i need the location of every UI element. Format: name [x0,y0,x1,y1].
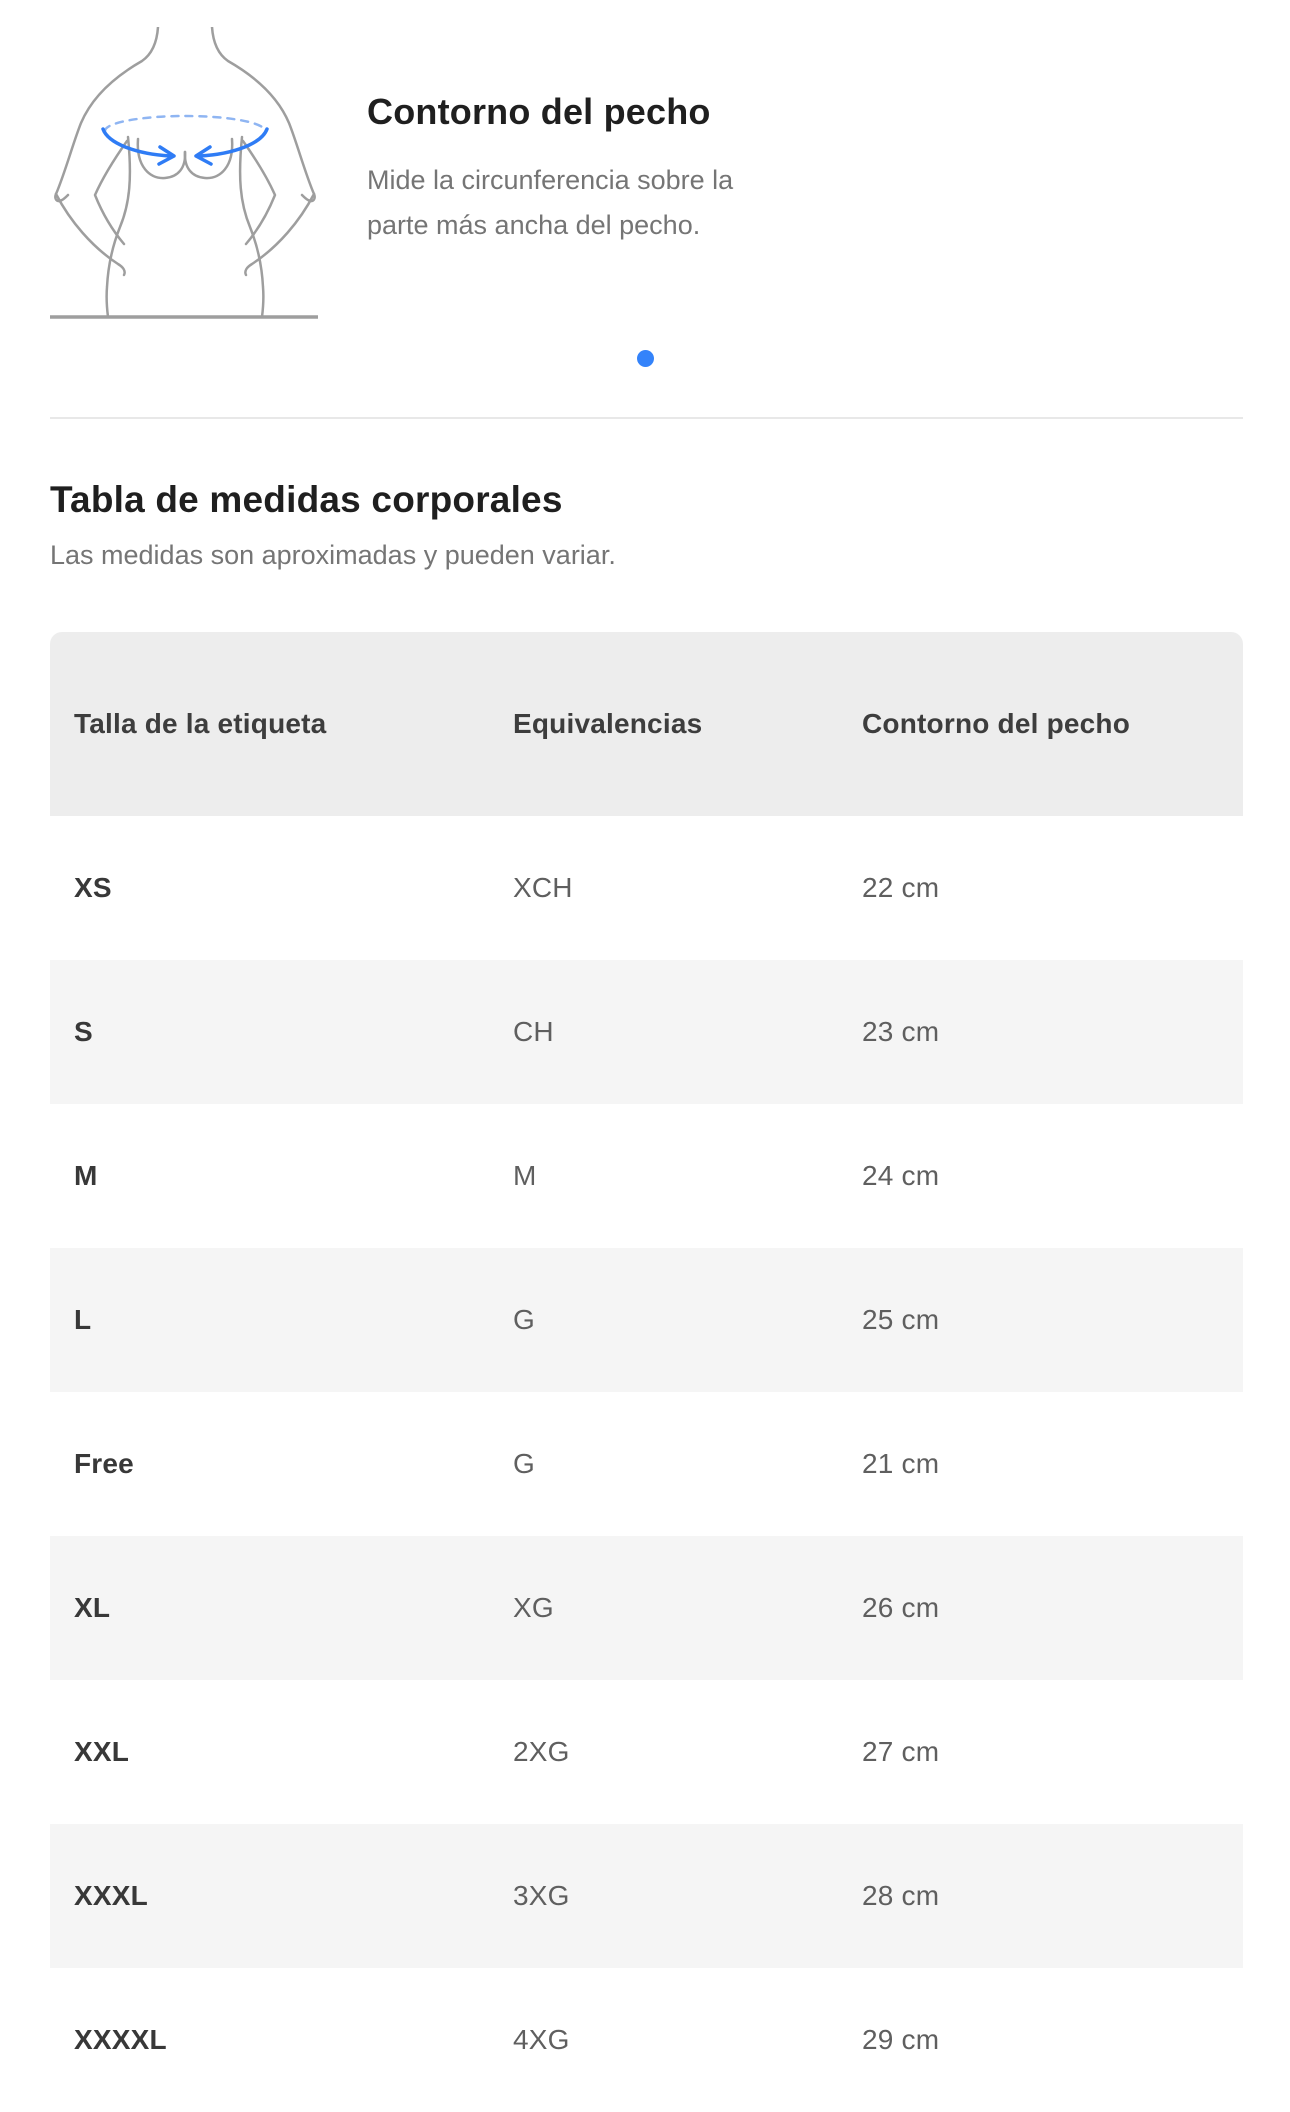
carousel-pagination [0,350,1290,367]
column-header: Contorno del pecho [862,708,1131,739]
size-label: M [74,1160,98,1191]
chest-measure-value: 22 cm [862,872,940,903]
equivalence-value: 2XG [513,1736,570,1767]
size-label: S [74,1016,93,1047]
measure-description-line2: parte más ancha del pecho. [367,210,701,240]
equivalence-value: G [513,1448,535,1479]
equivalence-value: M [513,1160,537,1191]
chest-measure-value: 23 cm [862,1016,940,1047]
equivalence-value: G [513,1304,535,1335]
table-row: XS XCH 22 cm [50,816,1243,960]
chest-measure-value: 21 cm [862,1448,940,1479]
size-label: XXXL [74,1880,148,1911]
measure-explainer-slide: Contorno del pecho Mide la circunferenci… [0,0,1290,320]
size-label: Free [74,1448,134,1479]
body-measures-section-title: Tabla de medidas corporales [50,479,563,520]
measure-title: Contorno del pecho [367,91,711,132]
column-header: Talla de la etiqueta [74,708,327,739]
table-row: M M 24 cm [50,1104,1243,1248]
chest-measure-value: 28 cm [862,1880,940,1911]
table-header-row: Talla de la etiqueta Equivalencias Contorn… [50,632,1243,816]
table-row: S CH 23 cm [50,960,1243,1104]
size-label: XXL [74,1736,130,1767]
chest-measure-value: 26 cm [862,1592,940,1623]
table-row: XL XG 26 cm [50,1536,1243,1680]
chest-measure-value: 25 cm [862,1304,940,1335]
table-body: XS XCH 22 cm S CH 23 cm M M 24 cm L G 25 cm Free G 21 … [50,816,1243,2112]
section-divider [50,417,1243,419]
table-row: XXXL 3XG 28 cm [50,1824,1243,1968]
size-label: XS [74,872,112,903]
torso-chest-measure-icon [50,25,318,319]
table-row: Free G 21 cm [50,1392,1243,1536]
size-label: XL [74,1592,111,1623]
equivalence-value: 4XG [513,2024,570,2055]
measure-description-line1: Mide la circunferencia sobre la [367,165,734,195]
equivalence-value: 3XG [513,1880,570,1911]
torso-illustration [50,25,320,320]
chest-measure-value: 29 cm [862,2024,940,2055]
size-label: L [74,1304,92,1335]
size-label: XXXXL [74,2024,167,2055]
size-table-card: Talla de la etiqueta Equivalencias Contorn… [50,632,1243,2112]
equivalence-value: XCH [513,872,573,903]
chest-measure-value: 24 cm [862,1160,940,1191]
column-header: Equivalencias [513,708,703,739]
equivalence-value: XG [513,1592,554,1623]
table-row: XXXXL 4XG 29 cm [50,1968,1243,2112]
carousel-dot[interactable] [636,350,654,367]
measure-description: Mide la circunferencia sobre la parte má… [367,158,733,248]
table-row: L G 25 cm [50,1248,1243,1392]
body-measures-section-subtitle: Las medidas son aproximadas y pueden var… [50,540,616,570]
equivalence-value: CH [513,1016,554,1047]
chest-measure-value: 27 cm [862,1736,940,1767]
table-row: XXL 2XG 27 cm [50,1680,1243,1824]
